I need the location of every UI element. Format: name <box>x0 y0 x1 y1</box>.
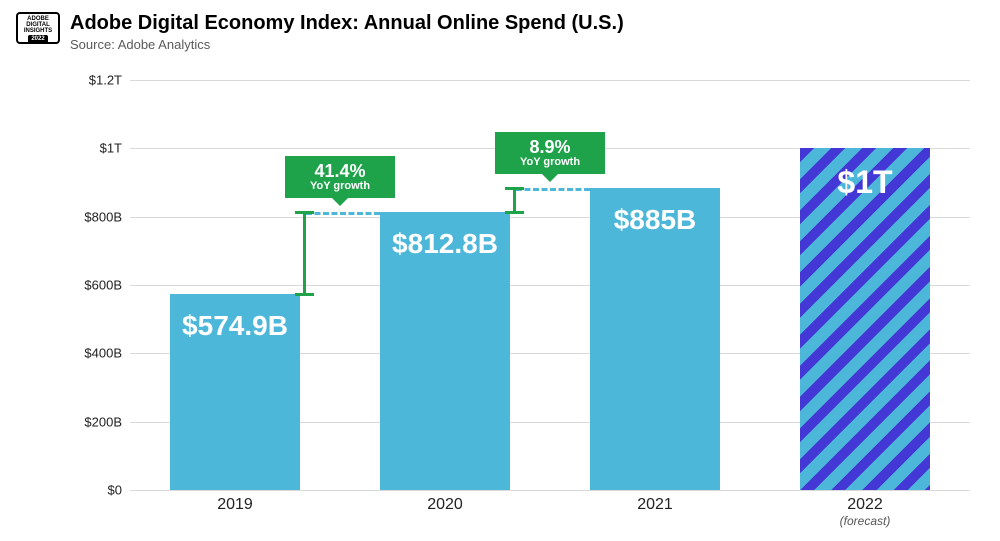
gridline <box>130 490 970 491</box>
callout-tail-icon <box>542 174 558 182</box>
bar-2022: $1T <box>800 148 930 490</box>
bar-chart: $0$200B$400B$600B$800B$1T$1.2T$574.9B201… <box>70 80 980 520</box>
growth-bracket <box>513 188 516 213</box>
growth-bracket-cap <box>295 293 314 296</box>
growth-bracket-cap <box>505 211 524 214</box>
bar-value-label: $574.9B <box>182 310 288 342</box>
growth-percent: 8.9% <box>507 138 593 156</box>
bar-value-label: $1T <box>837 164 892 201</box>
x-axis-sublabel: (forecast) <box>840 514 891 528</box>
y-axis-label: $800B <box>84 209 122 224</box>
logo-year: 2022 <box>28 35 47 43</box>
bar-2021: $885B <box>590 188 720 490</box>
y-axis-label: $0 <box>108 483 122 498</box>
bar-2019: $574.9B <box>170 294 300 490</box>
plot-area: $0$200B$400B$600B$800B$1T$1.2T$574.9B201… <box>130 80 970 490</box>
growth-percent: 41.4% <box>297 162 383 180</box>
growth-bracket-cap <box>295 211 314 214</box>
growth-sublabel: YoY growth <box>297 180 383 192</box>
growth-callout: 8.9%YoY growth <box>495 132 605 174</box>
y-axis-label: $1.2T <box>89 73 122 88</box>
x-axis-label: 2021 <box>637 496 673 514</box>
chart-title: Adobe Digital Economy Index: Annual Onli… <box>70 12 624 35</box>
growth-callout: 41.4%YoY growth <box>285 156 395 198</box>
y-axis-label: $400B <box>84 346 122 361</box>
dash-connector <box>306 212 380 215</box>
chart-header: Adobe Digital Economy Index: Annual Onli… <box>70 12 624 52</box>
growth-bracket-cap <box>505 187 524 190</box>
bar-2020: $812.8B <box>380 212 510 490</box>
y-axis-label: $1T <box>100 141 122 156</box>
y-axis-label: $600B <box>84 278 122 293</box>
adobe-insights-logo: ADOBE DIGITAL INSIGHTS 2022 <box>16 12 60 44</box>
x-axis-label: 2022(forecast) <box>840 496 891 528</box>
callout-tail-icon <box>332 198 348 206</box>
growth-sublabel: YoY growth <box>507 156 593 168</box>
y-axis-label: $200B <box>84 414 122 429</box>
bar-value-label: $812.8B <box>392 228 498 260</box>
x-axis-label: 2020 <box>427 496 463 514</box>
growth-bracket <box>303 212 306 293</box>
bar-value-label: $885B <box>614 204 697 236</box>
logo-line: INSIGHTS <box>18 28 58 34</box>
gridline <box>130 80 970 81</box>
chart-subtitle: Source: Adobe Analytics <box>70 37 624 52</box>
dash-connector <box>516 188 590 191</box>
x-axis-label: 2019 <box>217 496 253 514</box>
